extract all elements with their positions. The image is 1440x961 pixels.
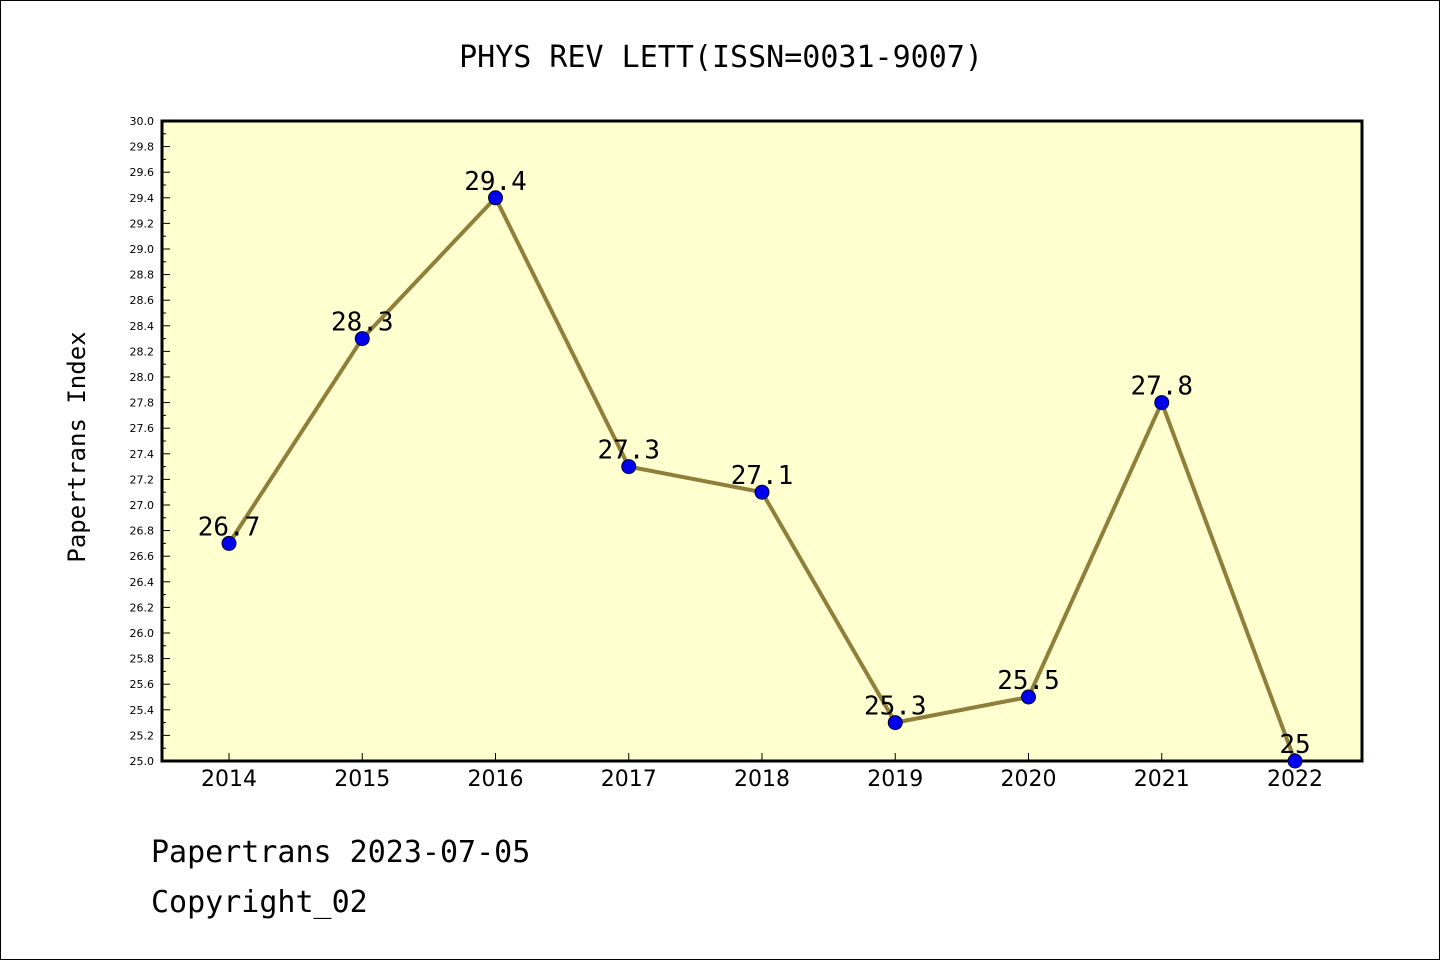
data-point-label: 25 <box>1279 730 1310 760</box>
data-point-label: 27.8 <box>1130 372 1193 402</box>
footer-date-text: Papertrans 2023-07-05 <box>151 835 531 870</box>
data-point-marker <box>1287 753 1303 769</box>
data-point-marker <box>754 484 770 500</box>
y-axis-label: Papertrans Index <box>63 331 91 562</box>
chart-title: PHYS REV LETT(ISSN=0031-9007) <box>459 40 983 75</box>
y-tick-label: 29.4 <box>130 192 155 205</box>
data-point-label: 25.5 <box>997 666 1060 696</box>
y-tick-label: 29.0 <box>130 243 155 256</box>
x-tick-label: 2022 <box>1267 767 1323 792</box>
y-tick-label: 27.6 <box>130 422 155 435</box>
y-tick-label: 28.2 <box>130 345 155 358</box>
x-tick-label: 2014 <box>201 767 257 792</box>
y-tick-label: 26.4 <box>130 576 155 589</box>
data-point-marker <box>1154 395 1170 411</box>
x-tick-label: 2019 <box>867 767 923 792</box>
y-tick-label: 26.8 <box>130 525 155 538</box>
y-tick-label: 25.6 <box>130 678 155 691</box>
y-tick-label: 30.0 <box>130 115 155 128</box>
x-tick-label: 2021 <box>1134 767 1190 792</box>
data-point-marker <box>354 331 370 347</box>
y-tick-label: 29.8 <box>130 141 155 154</box>
x-tick-label: 2016 <box>468 767 524 792</box>
y-axis: 25.0 25.2 25.4 25.6 25.8 26.0 26.2 26.4 26.6 26.8… <box>130 115 170 768</box>
data-point-marker <box>621 459 637 475</box>
data-point-marker <box>221 535 237 551</box>
x-tick-label: 2017 <box>601 767 657 792</box>
data-point-label: 28.3 <box>331 308 394 338</box>
y-tick-label: 26.0 <box>130 627 155 640</box>
y-tick-label: 27.0 <box>130 499 155 512</box>
footer-copyright-text: Copyright_02 <box>151 885 368 920</box>
y-tick-label: 25.0 <box>130 755 155 768</box>
y-tick-label: 28.0 <box>130 371 155 384</box>
y-tick-label: 29.6 <box>130 166 155 179</box>
y-tick-label: 25.4 <box>130 704 155 717</box>
y-tick-label: 26.6 <box>130 550 155 563</box>
data-point-marker <box>887 715 903 731</box>
data-point-label: 27.1 <box>731 461 794 491</box>
y-tick-label: 27.4 <box>130 448 155 461</box>
data-point-label: 29.4 <box>464 167 527 197</box>
plot-area <box>160 119 1364 763</box>
data-point-label: 26.7 <box>198 512 261 542</box>
x-tick-label: 2018 <box>734 767 790 792</box>
y-tick-label: 27.8 <box>130 397 155 410</box>
y-tick-label: 28.6 <box>130 294 155 307</box>
y-tick-label: 25.2 <box>130 729 155 742</box>
x-axis: 2014 2015 2016 2017 2018 2019 2020 2021 2022 <box>201 753 1323 792</box>
data-point-marker <box>1021 689 1036 705</box>
y-tick-label: 25.8 <box>130 653 155 666</box>
x-tick-label: 2020 <box>1001 767 1057 792</box>
data-point-marker <box>488 190 503 206</box>
y-tick-label: 26.2 <box>130 601 155 614</box>
x-tick-label: 2015 <box>334 767 390 792</box>
data-point-label: 27.3 <box>597 436 660 466</box>
y-tick-label: 27.2 <box>130 473 155 486</box>
y-tick-label: 28.8 <box>130 269 155 282</box>
data-point-label: 25.3 <box>864 692 927 722</box>
y-tick-label: 28.4 <box>130 320 155 333</box>
series-line-group: 26.7 28.3 29.4 27.3 27.1 25.3 25.5 27.8 25 <box>198 167 1311 769</box>
y-tick-label: 29.2 <box>130 217 155 230</box>
